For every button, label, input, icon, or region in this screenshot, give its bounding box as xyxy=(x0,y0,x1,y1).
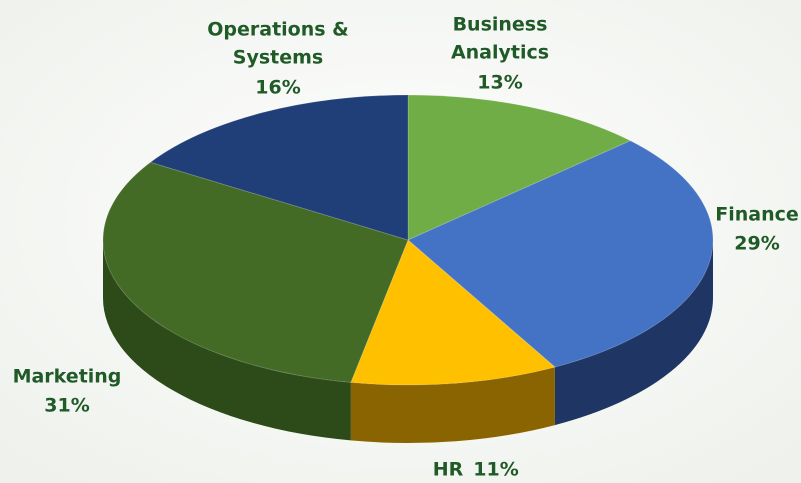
slice xyxy=(407,94,632,241)
value-label: 11% xyxy=(473,459,518,481)
value-label: 13% xyxy=(477,72,522,94)
slice-label: Business xyxy=(453,14,548,36)
slice-side xyxy=(350,367,555,443)
slice-label: Analytics xyxy=(451,42,549,64)
slice xyxy=(102,161,409,383)
slice-side xyxy=(103,240,351,441)
slice-label: Finance xyxy=(715,204,799,226)
slice xyxy=(149,94,409,241)
slice-label: HR xyxy=(433,459,464,481)
slice-label: Systems xyxy=(233,47,323,69)
value-label: 16% xyxy=(255,77,300,99)
slice-label: Marketing xyxy=(13,366,122,388)
slice xyxy=(407,140,714,368)
slice-side xyxy=(554,240,713,426)
slice-label: Operations & xyxy=(207,19,349,41)
slice xyxy=(350,239,556,386)
value-label: 29% xyxy=(734,233,779,255)
value-label: 31% xyxy=(44,395,89,417)
